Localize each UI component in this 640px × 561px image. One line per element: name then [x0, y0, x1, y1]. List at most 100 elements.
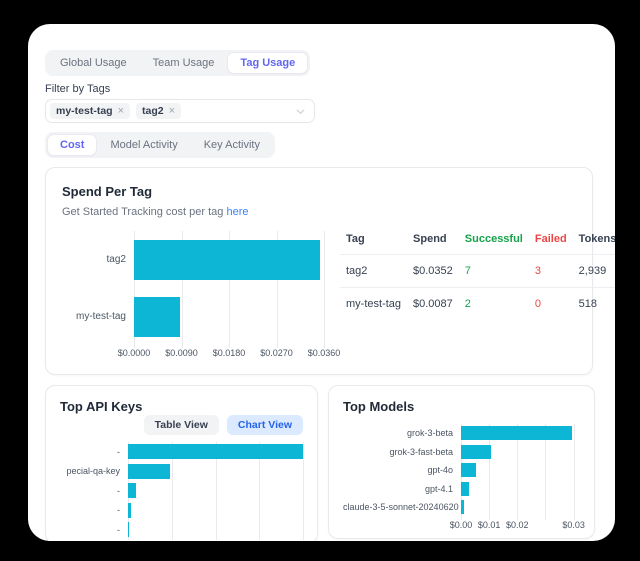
chart-bar-track [134, 239, 324, 280]
top-models-bar-chart: grok-3-beta grok-3-fast-beta gpt-4o gpt-4.1… [343, 424, 585, 533]
tag-chip: tag2 × [136, 103, 182, 119]
chart-row: claude-3-5-sonnet-20240620 [343, 498, 580, 517]
chart-row: - [60, 442, 303, 462]
remove-tag-icon[interactable]: × [168, 104, 176, 117]
axis-tick-label: $0.0180 [212, 348, 246, 358]
tag-chip: my-test-tag × [50, 103, 131, 119]
axis-tick-label: $0.0000 [117, 348, 151, 358]
top-models-title: Top Models [343, 399, 415, 414]
chart-bar[interactable] [128, 463, 170, 479]
cell-successful: 7 [458, 254, 529, 288]
chart-row: gpt-4o [343, 461, 580, 480]
chart-row: gpt-4.1 [343, 480, 580, 499]
cost-activity-tab-group: Cost Model Activity Key Activity [45, 132, 275, 158]
chart-rows: tag2 my-test-tag [62, 231, 324, 345]
chart-view-button[interactable]: Chart View [226, 415, 303, 435]
chart-row: - [60, 481, 303, 501]
remove-tag-icon[interactable]: × [117, 104, 125, 117]
top-models-card: Top Models grok-3-beta grok-3-fast-beta gp… [328, 385, 595, 539]
axis-tick-label: $0.0270 [260, 348, 293, 358]
gridline [489, 424, 491, 520]
chart-row: - [60, 520, 303, 540]
axis-tick-label: $0.0090 [165, 348, 198, 358]
cell-tokens: 2,939 [572, 254, 615, 288]
chart-bar-track [461, 463, 580, 478]
gridline [229, 231, 230, 348]
chart-bar[interactable] [461, 444, 492, 459]
col-header-successful: Successful [464, 233, 523, 245]
chart-bar-track [128, 502, 303, 518]
axis-tick-label: $0.00 [449, 519, 473, 530]
table-view-button[interactable]: Table View [143, 415, 219, 435]
chart-category-label: - [117, 505, 120, 516]
gridline [134, 231, 135, 348]
chart-row: my-test-tag [62, 288, 324, 345]
chart-bar[interactable] [128, 522, 129, 538]
chart-bar[interactable] [128, 444, 303, 460]
here-link[interactable]: here [226, 206, 249, 218]
chart-category-label: claude-3-5-sonnet-20240620 [343, 502, 459, 513]
cell-failed: 3 [528, 254, 573, 288]
gridline [517, 424, 519, 520]
chart-category-label: - [117, 485, 120, 496]
spend-per-tag-title: Spend Per Tag [62, 184, 153, 199]
chart-bar-track [461, 500, 580, 515]
tab-team-usage[interactable]: Team Usage [141, 53, 227, 73]
tag-filter-select[interactable]: my-test-tag × tag2 × [45, 99, 315, 123]
chart-category-label: - [117, 524, 120, 535]
chart-bar-track [128, 444, 303, 460]
tab-cost[interactable]: Cost [48, 135, 97, 155]
col-header-tag: Tag [346, 233, 365, 245]
spend-per-tag-bar-chart: tag2 my-test-tag $0.0000 $0.0090 $0.0180 $0.0… [62, 231, 341, 362]
chart-rows: - pecial-qa-key - - - [60, 442, 303, 540]
axis-tick-label: $0.03 [562, 519, 585, 530]
col-header-failed: Failed [534, 233, 567, 245]
chart-bar[interactable] [461, 463, 477, 478]
chart-row: grok-3-beta [343, 424, 580, 443]
chart-category-label: my-test-tag [75, 311, 126, 322]
chevron-down-icon[interactable] [295, 106, 306, 117]
table-row: tag2 $0.0352 7 3 2,939 [340, 254, 615, 288]
spend-per-tag-table: Tag Spend Successful Failed Tokens tag2 … [340, 231, 615, 320]
chart-bar-track [134, 296, 324, 337]
chart-bar-track [128, 463, 303, 479]
chart-bar[interactable] [461, 481, 469, 496]
cell-successful: 2 [458, 287, 529, 320]
cell-tag: my-test-tag [340, 287, 408, 320]
axis-tick-label: $0.01 [477, 519, 501, 530]
chart-bar[interactable] [134, 239, 320, 280]
chart-bar-track [128, 483, 303, 499]
gridline [171, 442, 173, 540]
cell-failed: 0 [528, 287, 573, 320]
spend-card-body: tag2 my-test-tag $0.0000 $0.0090 $0.0180 $0.0… [62, 231, 615, 362]
chart-bar[interactable] [461, 500, 464, 515]
gridline [276, 231, 278, 348]
chart-x-axis: $0.0000 $0.0090 $0.0180 $0.0270 $0.0360 [118, 348, 341, 362]
chart-bar[interactable] [128, 483, 136, 499]
tab-model-activity[interactable]: Model Activity [98, 135, 189, 155]
col-header-spend: Spend [413, 233, 447, 245]
gridline [303, 442, 304, 540]
tab-key-activity[interactable]: Key Activity [192, 135, 272, 155]
cell-spend: $0.0087 [407, 287, 459, 320]
spend-per-tag-card: Spend Per Tag Get Started Tracking cost … [45, 167, 615, 375]
tab-global-usage[interactable]: Global Usage [48, 53, 139, 73]
chart-category-label: pecial-qa-key [66, 466, 120, 477]
filter-by-tags-label: Filter by Tags [45, 83, 111, 95]
spend-per-tag-subtitle: Get Started Tracking cost per tag here [62, 206, 576, 218]
chart-bar[interactable] [461, 426, 572, 441]
chart-category-label: gpt-4.1 [424, 483, 453, 494]
tab-tag-usage[interactable]: Tag Usage [228, 53, 308, 73]
axis-tick-label: $0.0360 [307, 348, 341, 358]
subtitle-text: Get Started Tracking cost per tag [62, 206, 227, 218]
chart-row: - [60, 501, 303, 521]
chart-bar[interactable] [128, 502, 132, 518]
chart-bar-track [461, 481, 580, 496]
tag-chip-label: my-test-tag [56, 105, 113, 117]
cell-tokens: 518 [572, 287, 615, 320]
gridline [181, 231, 183, 348]
chart-bar-track [461, 426, 580, 441]
chart-bar[interactable] [134, 296, 180, 337]
gridline [573, 424, 575, 520]
